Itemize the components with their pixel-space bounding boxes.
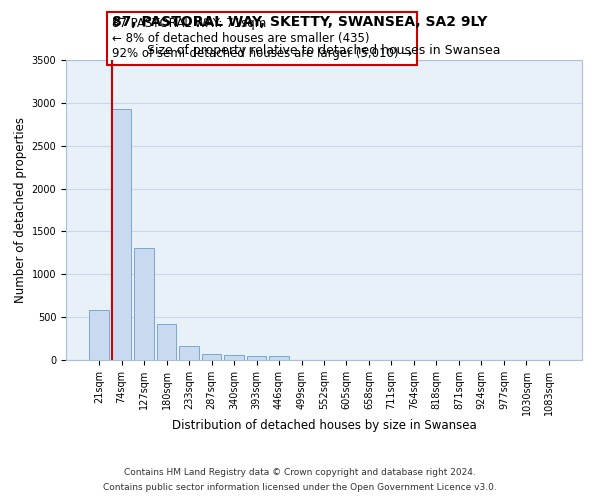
Bar [202, 354, 221, 360]
Text: Contains public sector information licensed under the Open Government Licence v3: Contains public sector information licen… [103, 483, 497, 492]
Bar [247, 356, 266, 360]
Title: Size of property relative to detached houses in Swansea: Size of property relative to detached ho… [147, 44, 501, 58]
Bar [179, 346, 199, 360]
Text: 87, PASTORAL WAY, SKETTY, SWANSEA, SA2 9LY: 87, PASTORAL WAY, SKETTY, SWANSEA, SA2 9… [112, 15, 488, 29]
Bar [157, 324, 176, 360]
Bar [269, 356, 289, 360]
Bar [112, 109, 131, 360]
Text: Contains HM Land Registry data © Crown copyright and database right 2024.: Contains HM Land Registry data © Crown c… [124, 468, 476, 477]
Bar [134, 248, 154, 360]
Bar [89, 310, 109, 360]
Y-axis label: Number of detached properties: Number of detached properties [14, 117, 28, 303]
Bar [224, 356, 244, 360]
X-axis label: Distribution of detached houses by size in Swansea: Distribution of detached houses by size … [172, 419, 476, 432]
Text: 87 PASTORAL WAY: 71sqm
← 8% of detached houses are smaller (435)
92% of semi-det: 87 PASTORAL WAY: 71sqm ← 8% of detached … [112, 17, 412, 60]
